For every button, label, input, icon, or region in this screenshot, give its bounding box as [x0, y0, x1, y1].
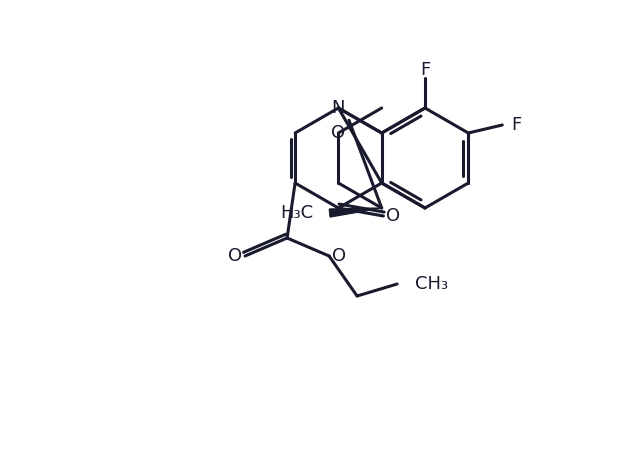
Text: F: F [511, 116, 522, 134]
Text: O: O [228, 247, 242, 265]
Polygon shape [330, 208, 381, 217]
Text: O: O [332, 247, 346, 265]
Text: O: O [332, 124, 346, 142]
Text: F: F [420, 61, 430, 79]
Text: N: N [332, 99, 345, 117]
Text: O: O [387, 207, 401, 225]
Text: H₃C: H₃C [280, 204, 314, 222]
Text: CH₃: CH₃ [415, 275, 448, 293]
